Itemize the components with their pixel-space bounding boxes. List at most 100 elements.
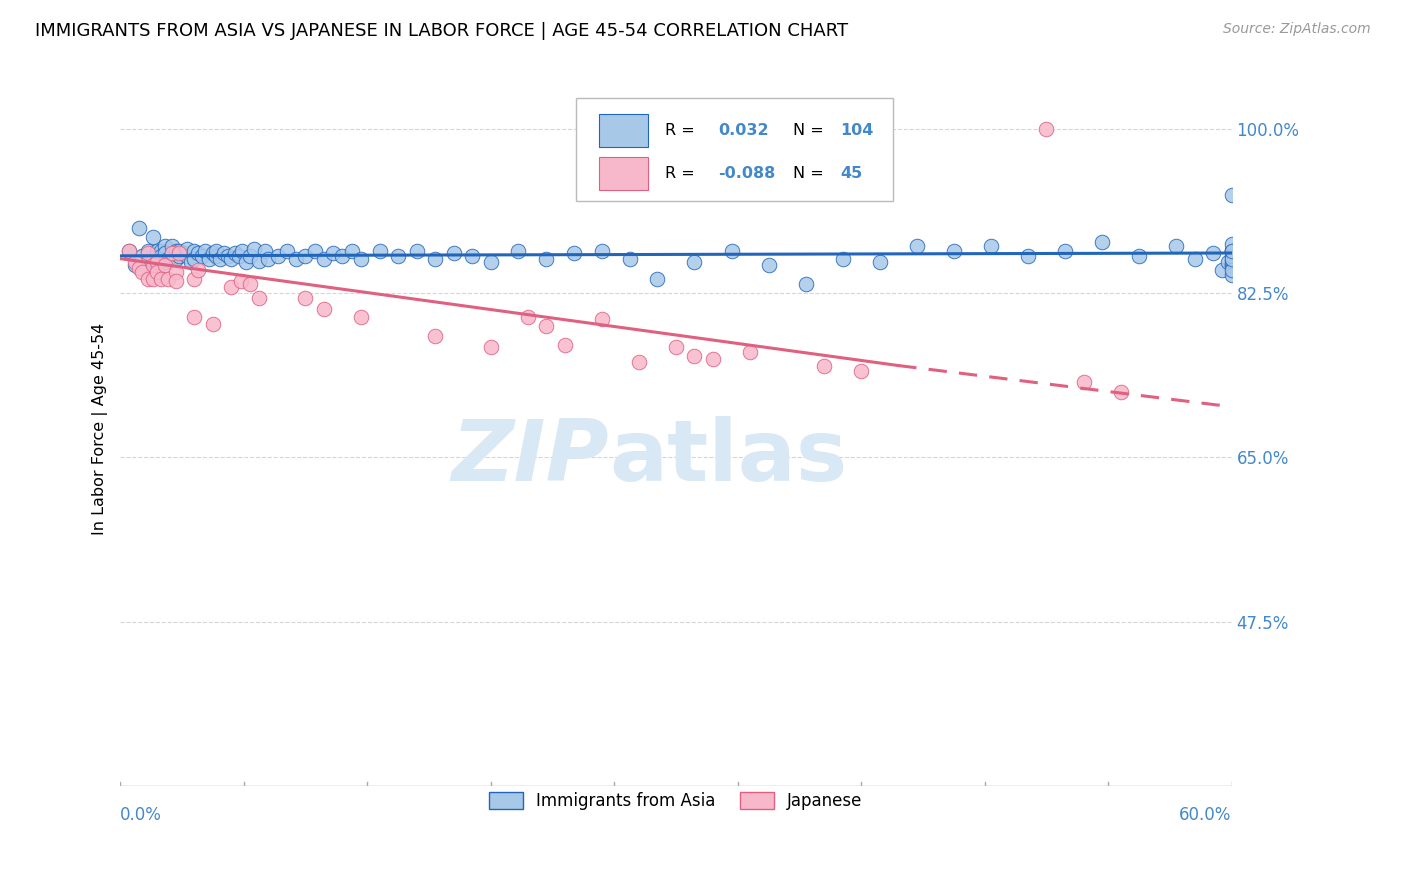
- Point: [239, 277, 262, 291]
- Point: [869, 122, 891, 136]
- Point: [253, 244, 276, 259]
- Point: [169, 246, 191, 260]
- FancyBboxPatch shape: [599, 157, 648, 191]
- Point: [1220, 249, 1243, 263]
- Point: [702, 351, 724, 366]
- Point: [239, 249, 262, 263]
- Point: [591, 311, 613, 326]
- Point: [980, 239, 1002, 253]
- Point: [591, 244, 613, 259]
- Point: [146, 265, 169, 279]
- Point: [160, 246, 183, 260]
- Point: [157, 252, 180, 266]
- Point: [1220, 263, 1243, 277]
- Point: [276, 244, 298, 259]
- Point: [190, 249, 212, 263]
- Point: [1053, 244, 1076, 259]
- Point: [136, 272, 159, 286]
- Point: [562, 246, 585, 260]
- Point: [554, 338, 576, 352]
- Point: [142, 258, 165, 272]
- Point: [387, 249, 409, 263]
- Point: [869, 255, 891, 269]
- Point: [322, 246, 344, 260]
- Point: [1166, 239, 1188, 253]
- Point: [794, 277, 817, 291]
- Point: [1220, 244, 1243, 259]
- Point: [1211, 263, 1233, 277]
- Point: [350, 310, 373, 324]
- Point: [619, 252, 641, 266]
- Point: [146, 244, 169, 259]
- Point: [160, 246, 183, 260]
- Text: 104: 104: [841, 123, 875, 138]
- Point: [1220, 258, 1243, 272]
- Point: [1220, 236, 1243, 251]
- Point: [1184, 252, 1206, 266]
- Point: [627, 355, 650, 369]
- Point: [720, 244, 742, 259]
- Point: [266, 249, 288, 263]
- Point: [851, 364, 873, 378]
- Point: [536, 252, 558, 266]
- Point: [683, 255, 706, 269]
- Point: [118, 244, 141, 259]
- Y-axis label: In Labor Force | Age 45-54: In Labor Force | Age 45-54: [93, 323, 108, 535]
- Point: [738, 345, 761, 359]
- Point: [183, 310, 205, 324]
- Point: [128, 260, 150, 275]
- Point: [443, 246, 465, 260]
- Point: [160, 239, 183, 253]
- Point: [165, 265, 187, 279]
- Point: [128, 220, 150, 235]
- Point: [257, 252, 280, 266]
- Point: [1220, 253, 1243, 268]
- Point: [1220, 244, 1243, 259]
- Point: [194, 244, 217, 259]
- FancyBboxPatch shape: [576, 98, 893, 202]
- Point: [131, 265, 153, 279]
- FancyBboxPatch shape: [599, 113, 648, 147]
- Point: [405, 244, 427, 259]
- Point: [1216, 255, 1239, 269]
- Point: [231, 244, 253, 259]
- Point: [172, 246, 194, 260]
- Point: [153, 258, 176, 272]
- Point: [1220, 244, 1243, 259]
- Point: [247, 253, 270, 268]
- Legend: Immigrants from Asia, Japanese: Immigrants from Asia, Japanese: [482, 785, 869, 816]
- Point: [1017, 249, 1039, 263]
- Point: [183, 244, 205, 259]
- Text: 0.032: 0.032: [718, 123, 769, 138]
- Point: [294, 249, 316, 263]
- Point: [831, 252, 853, 266]
- Text: ZIP: ZIP: [451, 417, 609, 500]
- Text: N =: N =: [793, 166, 824, 181]
- Point: [169, 244, 191, 259]
- Point: [228, 249, 250, 263]
- Point: [461, 249, 484, 263]
- Point: [1073, 376, 1095, 390]
- Point: [149, 272, 172, 286]
- Point: [176, 249, 198, 263]
- Point: [1220, 187, 1243, 202]
- Point: [1035, 122, 1057, 136]
- Point: [242, 242, 264, 256]
- Point: [118, 244, 141, 259]
- Point: [136, 246, 159, 260]
- Point: [508, 244, 530, 259]
- Point: [165, 274, 187, 288]
- Point: [479, 340, 502, 354]
- Point: [647, 272, 669, 286]
- Point: [423, 328, 446, 343]
- Point: [198, 252, 221, 266]
- Point: [142, 253, 165, 268]
- Point: [1220, 244, 1243, 259]
- Point: [142, 272, 165, 286]
- Point: [247, 291, 270, 305]
- Point: [169, 249, 191, 263]
- Point: [136, 244, 159, 259]
- Point: [153, 255, 176, 269]
- Point: [423, 252, 446, 266]
- Text: IMMIGRANTS FROM ASIA VS JAPANESE IN LABOR FORCE | AGE 45-54 CORRELATION CHART: IMMIGRANTS FROM ASIA VS JAPANESE IN LABO…: [35, 22, 848, 40]
